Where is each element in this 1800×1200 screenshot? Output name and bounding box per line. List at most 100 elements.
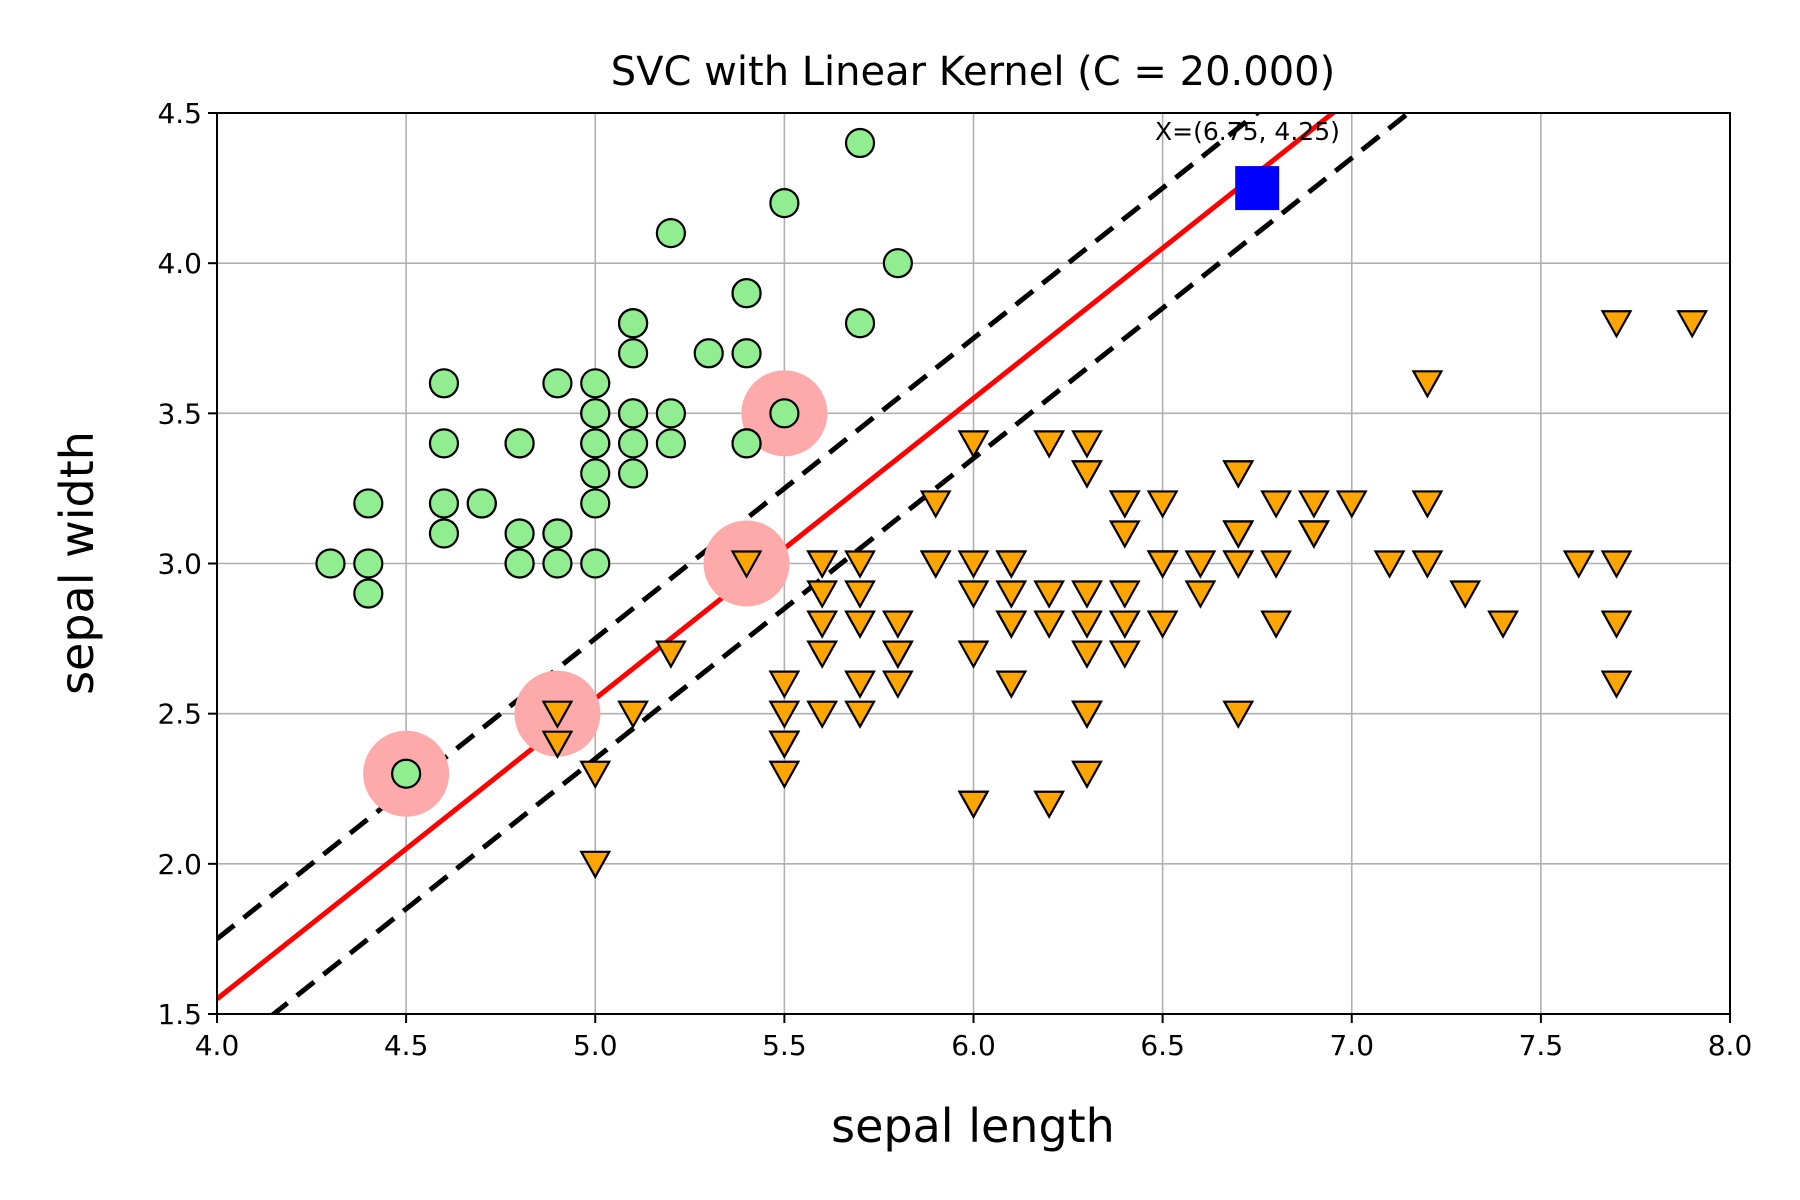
- x-tick-label: 8.0: [1708, 1029, 1753, 1062]
- class1-point: [1373, 550, 1406, 579]
- class0-point: [655, 428, 687, 459]
- class0-point: [769, 188, 800, 219]
- data-points: [315, 127, 1709, 880]
- y-tick-label: 1.5: [157, 998, 202, 1031]
- class1-point: [995, 670, 1028, 699]
- class1-point: [957, 430, 990, 459]
- x-tick-label: 4.0: [195, 1029, 240, 1062]
- class1-point: [1600, 310, 1633, 339]
- chart-title: SVC with Linear Kernel (C = 20.000): [611, 49, 1335, 95]
- class1-point: [1222, 550, 1255, 579]
- x-tick-label: 7.5: [1519, 1029, 1564, 1062]
- class1-point: [995, 580, 1028, 609]
- class0-point: [542, 518, 573, 549]
- class1-point: [541, 700, 574, 729]
- class0-point: [353, 578, 384, 609]
- margin-line: [217, 113, 1262, 941]
- class1-point: [579, 850, 612, 880]
- class0-point: [428, 518, 460, 549]
- query-point: X=(6.75, 4.25): [1155, 117, 1340, 211]
- class1-point: [806, 700, 839, 729]
- class0-point: [542, 548, 573, 579]
- y-tick-label: 3.0: [157, 548, 202, 581]
- class1-point: [1298, 520, 1330, 549]
- class1-point: [768, 760, 801, 789]
- class1-point: [1298, 490, 1330, 519]
- decision-boundary-line: [217, 113, 1337, 1001]
- class0-point: [731, 278, 762, 309]
- class1-point: [995, 550, 1028, 579]
- class1-point: [1600, 670, 1633, 699]
- query-point-label: X=(6.75, 4.25): [1155, 117, 1340, 146]
- class1-point: [1222, 460, 1255, 489]
- class1-point: [881, 610, 914, 639]
- class1-point: [1071, 610, 1103, 639]
- class0-point: [617, 458, 649, 489]
- class1-point: [1071, 760, 1103, 789]
- x-axis-label: sepal length: [831, 1099, 1115, 1153]
- class0-point: [580, 458, 611, 489]
- class0-point: [693, 338, 724, 369]
- class1-point: [1184, 550, 1217, 579]
- class0-point: [542, 368, 573, 399]
- x-tick-label: 6.5: [1140, 1029, 1185, 1062]
- class1-point: [1335, 490, 1368, 519]
- class1-point: [919, 550, 952, 579]
- x-tick-label: 7.0: [1329, 1029, 1374, 1062]
- class1-point: [844, 580, 876, 609]
- class0-point: [617, 338, 649, 369]
- class0-point: [844, 127, 876, 159]
- class1-point: [1222, 700, 1255, 729]
- y-tick-label: 2.5: [157, 698, 202, 731]
- class0-point: [504, 518, 535, 549]
- class1-point: [579, 760, 612, 789]
- class1-point: [844, 550, 876, 579]
- class0-point: [580, 548, 611, 579]
- class0-point: [504, 428, 535, 459]
- class0-point: [617, 428, 649, 459]
- class1-point: [1108, 640, 1141, 669]
- class0-point: [428, 368, 460, 399]
- class1-point: [806, 550, 839, 579]
- class1-point: [1260, 610, 1292, 639]
- query-point-marker: [1235, 166, 1280, 211]
- class1-point: [806, 580, 839, 609]
- class1-point: [957, 640, 990, 669]
- y-tick-label: 4.0: [157, 247, 202, 280]
- class1-point: [1108, 520, 1141, 549]
- class0-point: [617, 398, 649, 429]
- class1-point: [844, 670, 876, 699]
- class1-point: [1411, 550, 1444, 579]
- class1-point: [1487, 610, 1519, 639]
- class1-point: [1411, 370, 1444, 399]
- class1-point: [1146, 490, 1179, 519]
- class0-point: [466, 488, 497, 519]
- class1-point: [1146, 610, 1179, 639]
- class1-point: [1108, 580, 1141, 609]
- class1-point: [1260, 490, 1292, 519]
- class1-point: [1071, 430, 1103, 459]
- class1-point: [768, 700, 801, 729]
- class1-point: [1222, 520, 1255, 549]
- class1-point: [1033, 790, 1066, 820]
- class1-point: [1562, 550, 1595, 579]
- class1-point: [881, 670, 914, 699]
- class1-point: [655, 640, 687, 669]
- class1-point: [1071, 460, 1103, 489]
- class0-point: [580, 488, 611, 519]
- class1-point: [957, 580, 990, 609]
- class1-point: [1184, 580, 1217, 609]
- class1-point: [1071, 640, 1103, 669]
- class0-point: [580, 398, 611, 429]
- class0-point: [655, 218, 687, 249]
- class1-point: [1600, 610, 1633, 639]
- class1-point: [1108, 490, 1141, 519]
- class0-point: [353, 488, 384, 519]
- class1-point: [957, 790, 990, 820]
- class0-point: [731, 338, 762, 369]
- x-tick-label: 4.5: [384, 1029, 429, 1062]
- x-tick-label: 6.0: [951, 1029, 996, 1062]
- y-tick-label: 4.5: [157, 97, 202, 130]
- class1-point: [881, 640, 914, 669]
- class0-point: [844, 308, 876, 339]
